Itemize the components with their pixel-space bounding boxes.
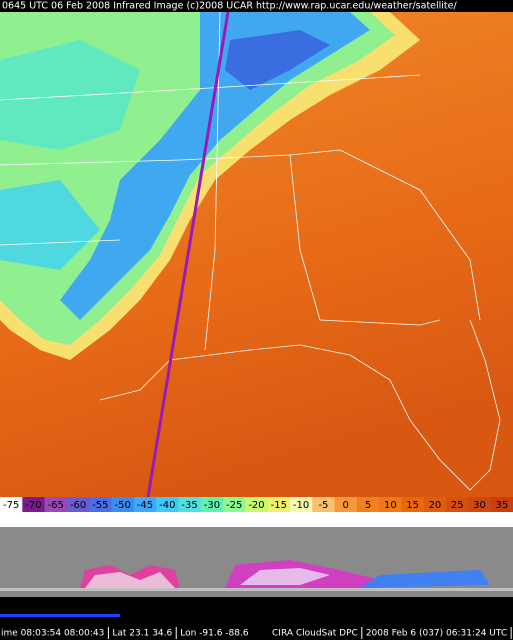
scale-label: -25 [226, 500, 242, 511]
scale-label: 15 [406, 500, 419, 511]
header-bar [0, 0, 513, 12]
scale-swatch [334, 497, 358, 512]
surface-line [0, 588, 513, 591]
scale-label: -65 [48, 500, 64, 511]
scale-swatch [223, 497, 246, 512]
cloud-green [0, 40, 140, 150]
scale-swatch [22, 497, 46, 512]
scale-label: 10 [384, 500, 397, 511]
scale-swatch [178, 497, 202, 512]
scale-swatch [111, 497, 135, 512]
color-scale: -75 -70 -65 -60 -55 -50 -45 -40 -35 -30 -25 -20 -15-… [0, 497, 513, 512]
echo [240, 568, 330, 585]
footer-text: 2008 Feb 6 (037) 06:31:24 UTC [366, 629, 507, 639]
scale-label: -15 [271, 500, 287, 511]
scale-label: 20 [429, 500, 442, 511]
footer: ime 08:03:54 08:00:43 Lat 23.1 34.6 Lon -9… [1, 627, 512, 639]
footer-text: Lon -91.6 -88.6 [180, 629, 249, 639]
scale-label: -10 [293, 500, 309, 511]
scale-swatch [245, 497, 269, 512]
scale-swatch [379, 497, 402, 512]
cloud-cold [60, 12, 370, 320]
footer-text: ime 08:03:54 08:00:43 [1, 629, 104, 639]
scale-label: -60 [70, 500, 86, 511]
profile-ground [0, 597, 513, 625]
footer-bar [0, 625, 513, 640]
scale-label: -5 [318, 500, 328, 511]
scale-swatch [423, 497, 447, 512]
scale-label: -50 [115, 500, 131, 511]
state-line [204, 11, 221, 351]
scale-swatch [0, 497, 23, 512]
profile-bar [0, 614, 120, 617]
infrared-image [0, 11, 513, 498]
footer-text: CIRA CloudSat DPC [272, 629, 358, 639]
scale-swatch [200, 497, 224, 512]
scale-swatch [66, 497, 90, 512]
scale-label: 25 [451, 500, 464, 511]
scale-swatch [468, 497, 492, 512]
scale-label: 30 [473, 500, 486, 511]
cloud-coldest [225, 30, 330, 90]
state-line [339, 149, 481, 321]
scale-swatch [267, 497, 291, 512]
scale-swatch [156, 497, 179, 512]
scale-swatch [89, 497, 113, 512]
scale-swatch [446, 497, 469, 512]
scale-swatch [401, 497, 425, 512]
scale-swatch [356, 497, 380, 512]
state-line [0, 74, 421, 101]
state-line [0, 149, 341, 166]
scale-label: 35 [495, 500, 508, 511]
echo [85, 572, 175, 588]
coastline [99, 319, 501, 491]
footer-text: Lat 23.1 34.6 [112, 629, 172, 639]
scale-label: -20 [248, 500, 264, 511]
scale-label: -40 [159, 500, 175, 511]
scale-label: -70 [25, 500, 41, 511]
scale-swatch [289, 497, 313, 512]
borders [0, 11, 501, 491]
scale-label: -55 [92, 500, 108, 511]
scale-label: -30 [204, 500, 220, 511]
cloudsat-profile [0, 527, 513, 625]
scale-swatch [490, 497, 513, 512]
scale-swatch [133, 497, 157, 512]
state-line [0, 239, 121, 246]
scale-label: 0 [343, 500, 349, 511]
cloudsat-track [146, 11, 230, 498]
echo [360, 570, 490, 588]
scale-label: 5 [365, 500, 371, 511]
scale-swatch [312, 497, 336, 512]
scale-label: -75 [3, 500, 19, 511]
header-title: 0645 UTC 06 Feb 2008 Infrared Image (c)2… [2, 1, 458, 12]
scale-swatch [44, 497, 68, 512]
state-line [289, 154, 441, 326]
scale-label: -35 [181, 500, 197, 511]
scale-label: -45 [137, 500, 153, 511]
cloud-cyan [0, 180, 100, 270]
